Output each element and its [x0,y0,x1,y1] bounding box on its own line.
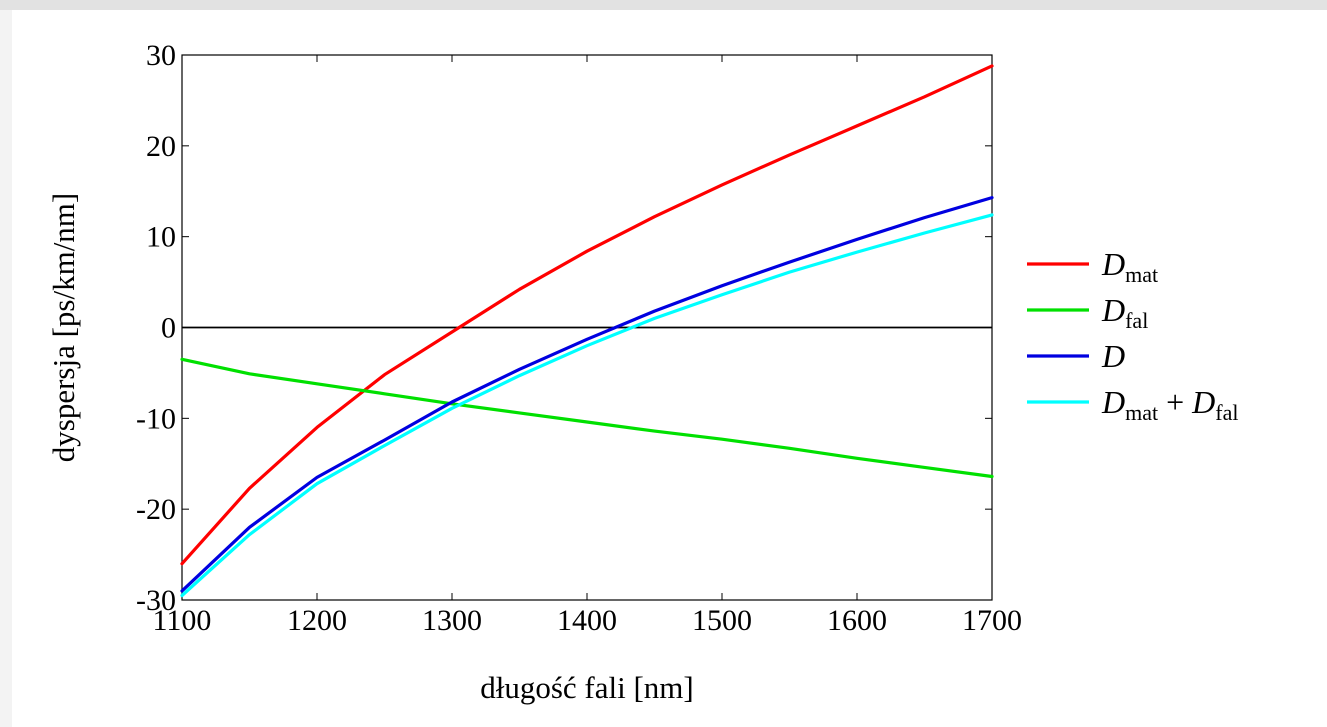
x-tick-label: 1700 [962,604,1022,637]
y-axis-label: dyspersja [ps/km/nm] [46,193,81,463]
y-tick-label: -20 [136,493,176,526]
y-tick-label: 0 [161,312,176,345]
legend-label-dmat: Dmat [1101,246,1158,287]
series-line-d [180,196,994,593]
x-tick-label: 1500 [692,604,752,637]
dispersion-chart: 1100 1200 1300 1400 1500 1600 1700 30 20 10 0 -10 -2… [46,39,1238,705]
series-lines [180,64,994,598]
x-tick-label: 1600 [827,604,887,637]
tick-labels: 1100 1200 1300 1400 1500 1600 1700 30 20 10 0 -10 -2… [136,39,1022,637]
y-tick-label: -10 [136,402,176,435]
x-axis-label: długość fali [nm] [480,670,694,705]
series-line-dfal [180,357,994,479]
chart-canvas: 1100 1200 1300 1400 1500 1600 1700 30 20 10 0 -10 -2… [12,10,1327,727]
y-tick-label: 20 [146,130,176,163]
y-tick-label: 10 [146,221,176,254]
y-tick-label: -30 [136,584,176,617]
legend-label-d: D [1101,338,1125,374]
x-tick-label: 1200 [287,604,347,637]
series-line-dmat-dfal [180,213,994,598]
series-line-dmat [180,64,994,566]
legend-label-dmat-dfal: Dmat + Dfal [1101,384,1238,425]
legend-label-dfal: Dfal [1101,292,1148,333]
x-tick-label: 1300 [422,604,482,637]
x-tick-label: 1100 [153,604,212,637]
y-tick-label: 30 [146,39,176,72]
top-strip [0,0,1327,10]
x-tick-label: 1400 [557,604,617,637]
legend: Dmat Dfal D Dmat + Dfal [1027,246,1238,425]
